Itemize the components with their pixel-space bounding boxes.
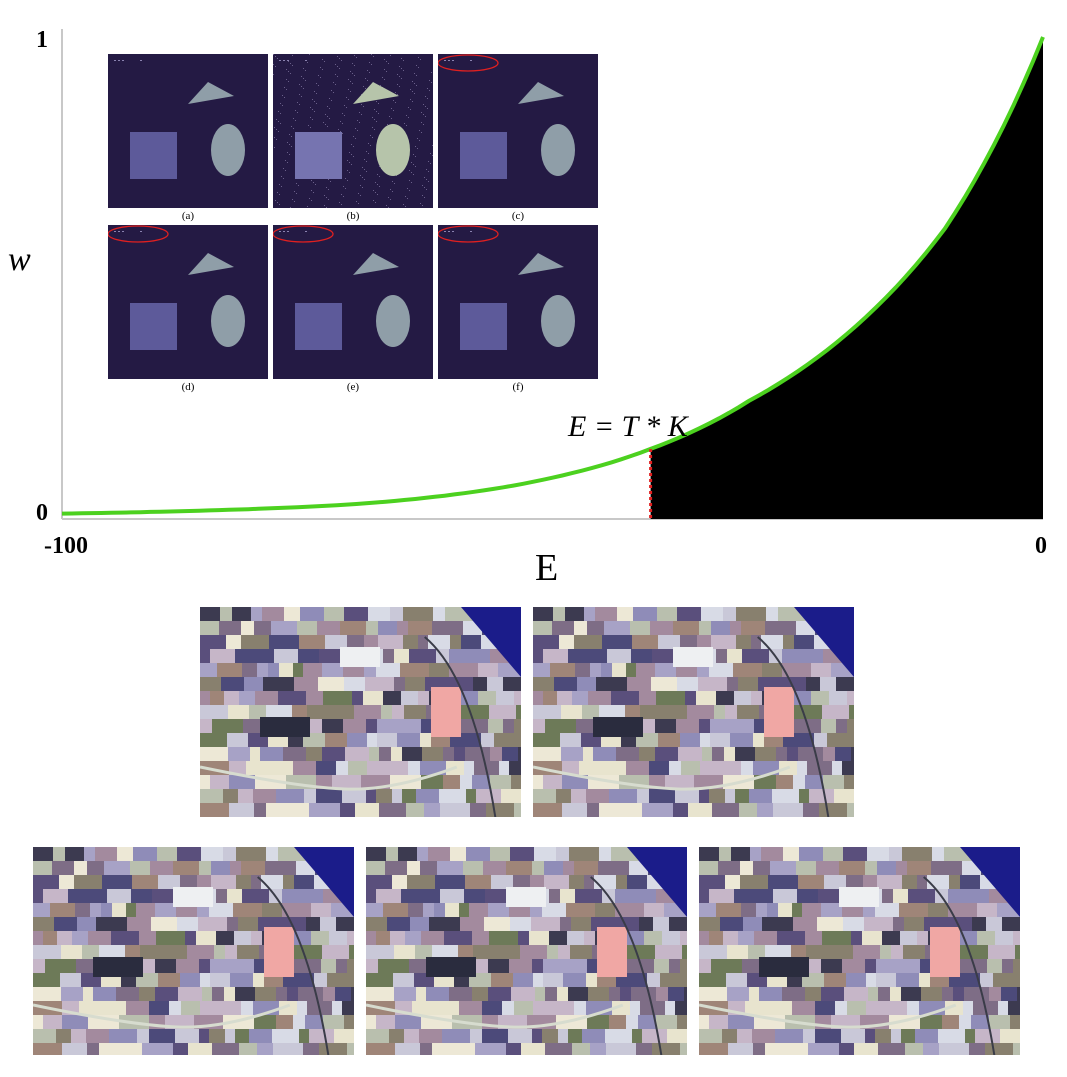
threshold-fill [650,37,1043,519]
inset-caption: (c) [511,210,525,222]
inset-caption: (d) [181,381,195,393]
inset-caption: (f) [512,381,524,393]
field-image [33,847,354,1055]
inset-panel [273,225,433,379]
inset-panel [438,54,598,208]
x-axis-label: E [535,547,558,589]
y-tick-label-top: 1 [36,27,48,53]
inset-panel [273,54,433,208]
y-axis-label: w [8,241,31,278]
x-tick-label-left: -100 [44,533,88,559]
field-image [366,847,687,1055]
series-line-path [61,36,1045,516]
inset-panel [438,225,598,379]
inset-caption: (b) [346,210,360,222]
threshold-fill-area [650,37,1043,519]
series-line [61,36,1045,516]
y-tick-label-bottom: 0 [36,500,48,526]
x-tick-label-right: 0 [1035,533,1047,559]
field-image [533,607,854,817]
inset-panel [108,54,268,208]
field-image [200,607,521,817]
field-image [699,847,1020,1055]
threshold-label: E = T * K [567,410,690,443]
chart: E = T * K w E 1 0 -100 0 [8,27,1047,589]
inset-panel [108,225,268,379]
inset-caption: (a) [181,210,195,222]
inset-caption: (e) [346,381,360,393]
